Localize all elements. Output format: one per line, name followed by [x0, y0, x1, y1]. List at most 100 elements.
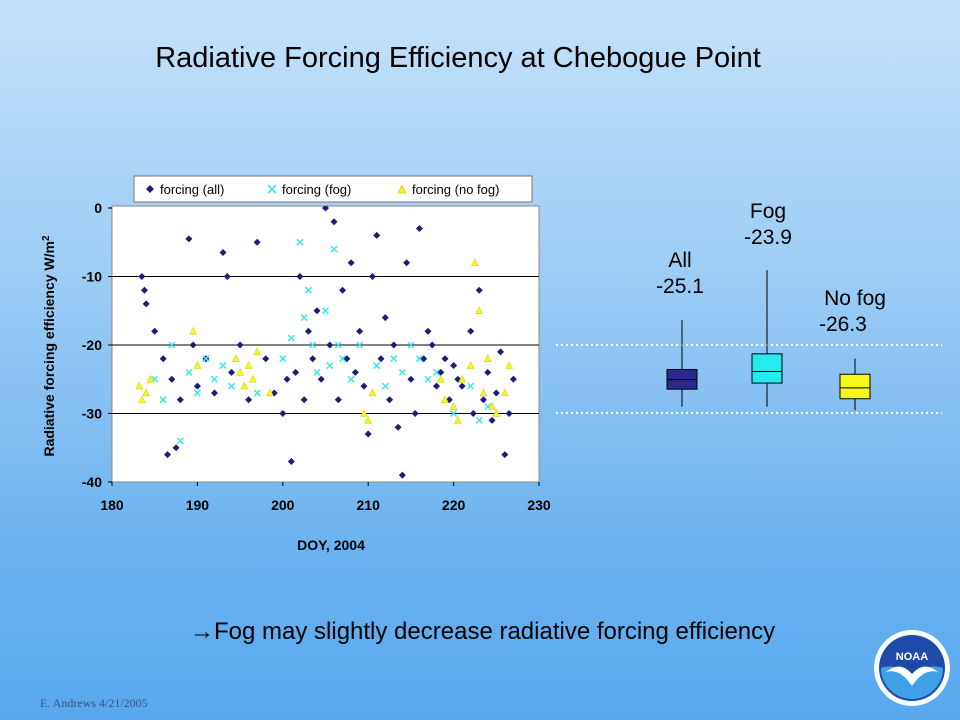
box-iqr	[839, 373, 871, 400]
point-forcing-all	[394, 423, 402, 431]
point-forcing-fog	[313, 368, 321, 376]
point-forcing-fog	[339, 355, 347, 363]
box-iqr	[751, 353, 783, 384]
point-forcing-all	[398, 471, 406, 479]
point-forcing-all	[253, 238, 261, 246]
point-forcing-all	[334, 396, 342, 404]
point-forcing-fog	[185, 368, 193, 376]
point-forcing-all	[458, 382, 466, 390]
point-forcing-all	[403, 259, 411, 267]
point-forcing-fog	[296, 238, 304, 246]
x-tick-label: 220	[442, 497, 466, 513]
point-forcing-all	[347, 259, 355, 267]
point-forcing-fog	[210, 375, 219, 383]
point-forcing-all	[300, 396, 308, 404]
point-forcing-all	[172, 444, 180, 452]
point-forcing-fog	[219, 362, 227, 370]
point-forcing-all	[219, 249, 227, 257]
point-forcing-all	[322, 206, 329, 212]
point-forcing-all	[415, 225, 423, 233]
point-forcing-nofog	[189, 326, 197, 335]
point-forcing-all	[292, 368, 300, 376]
point-forcing-all	[168, 375, 176, 383]
point-forcing-all	[138, 273, 146, 280]
point-forcing-all	[262, 355, 270, 363]
legend-label-nofog: forcing (no fog)	[412, 182, 499, 197]
box-all	[666, 319, 698, 407]
point-forcing-all	[467, 327, 475, 335]
point-forcing-all	[475, 286, 483, 294]
point-forcing-nofog	[364, 415, 373, 424]
point-forcing-all	[450, 362, 458, 370]
point-forcing-all	[424, 327, 432, 335]
conclusion-text: →Fog may slightly decrease radiative for…	[190, 618, 776, 645]
point-forcing-nofog	[244, 361, 253, 369]
point-forcing-fog	[373, 362, 381, 370]
point-forcing-nofog	[492, 409, 501, 417]
point-forcing-all	[505, 410, 513, 417]
point-forcing-all	[313, 307, 321, 315]
legend-marker-fog	[267, 184, 277, 194]
point-forcing-all	[407, 375, 415, 383]
point-forcing-all	[223, 273, 231, 280]
legend-label-fog: forcing (fog)	[282, 182, 351, 197]
box-name-fog: Fog	[749, 200, 787, 223]
y-tick-label: -40	[82, 474, 102, 490]
point-forcing-fog	[253, 389, 261, 397]
point-forcing-all	[356, 327, 364, 335]
point-forcing-nofog	[488, 402, 496, 410]
point-forcing-all	[279, 410, 287, 417]
point-forcing-all	[185, 235, 193, 243]
point-forcing-fog	[415, 355, 423, 363]
point-forcing-fog	[347, 375, 355, 383]
point-forcing-all	[492, 389, 500, 397]
box-value-fog: -23.9	[744, 226, 792, 249]
box-name-all: All	[668, 249, 692, 272]
legend: forcing (all) forcing (fog) forcing (no …	[133, 175, 533, 203]
y-tick-label: -20	[82, 337, 102, 353]
point-forcing-all	[142, 300, 150, 308]
point-forcing-nofog	[458, 374, 466, 383]
point-forcing-fog	[381, 382, 389, 390]
point-forcing-nofog	[368, 388, 377, 397]
point-forcing-all	[330, 218, 338, 226]
point-forcing-all	[140, 286, 148, 294]
y-tick-label: -30	[82, 406, 102, 422]
box-no-fog	[839, 358, 871, 411]
box-value-nofog: -26.3	[819, 313, 867, 336]
point-forcing-all	[411, 410, 419, 417]
point-forcing-all	[351, 368, 359, 376]
point-forcing-all	[501, 451, 509, 459]
point-forcing-all	[509, 375, 517, 383]
point-forcing-fog	[202, 355, 210, 363]
point-forcing-nofog	[236, 367, 244, 376]
point-forcing-fog	[450, 409, 458, 418]
box-label-all: All -25.1	[640, 248, 720, 300]
point-forcing-all	[164, 451, 172, 459]
point-forcing-all	[386, 396, 394, 404]
point-forcing-nofog	[138, 395, 146, 403]
point-forcing-fog	[398, 368, 406, 376]
point-forcing-all	[381, 314, 389, 322]
point-forcing-nofog	[501, 388, 509, 397]
point-forcing-fog	[193, 389, 201, 397]
point-forcing-nofog	[479, 388, 488, 397]
y-tick-label: -10	[82, 269, 102, 285]
point-forcing-all	[390, 341, 398, 349]
noaa-logo-text: NOAA	[896, 651, 928, 663]
x-tick-label: 180	[100, 497, 124, 513]
point-forcing-fog	[334, 341, 342, 349]
point-forcing-all	[339, 286, 347, 294]
point-forcing-fog	[475, 416, 483, 424]
point-forcing-all	[428, 341, 436, 349]
point-forcing-fog	[176, 437, 184, 445]
point-forcing-fog	[228, 382, 236, 390]
point-forcing-nofog	[142, 388, 150, 397]
y-tick-label: 0	[94, 200, 102, 216]
point-forcing-all	[497, 348, 505, 356]
point-forcing-all	[287, 457, 295, 465]
point-forcing-all	[433, 382, 441, 390]
point-forcing-nofog	[441, 395, 449, 403]
